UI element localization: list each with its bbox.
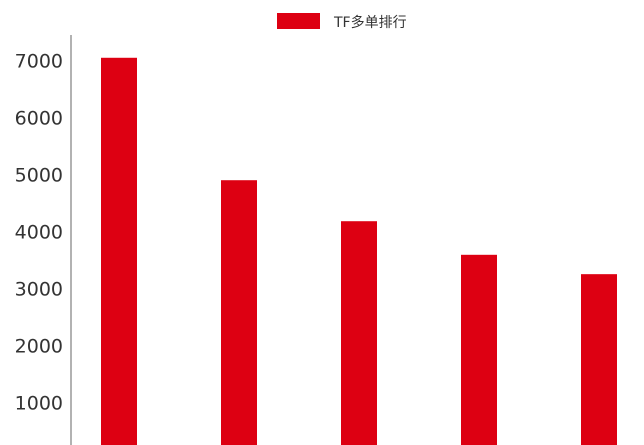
y-tick-label: 1000	[15, 392, 63, 414]
y-tick-label: 4000	[15, 221, 63, 243]
y-tick-label: 5000	[15, 165, 63, 187]
y-tick-label: 3000	[15, 278, 63, 300]
bar[interactable]	[221, 180, 257, 445]
bar[interactable]	[341, 221, 377, 445]
y-tick-label: 6000	[15, 108, 63, 130]
legend[interactable]: TF多单排行	[277, 13, 407, 31]
bar[interactable]	[581, 274, 617, 445]
bar[interactable]	[101, 57, 137, 445]
legend-label[interactable]: TF多单排行	[333, 14, 407, 31]
bar-series	[101, 57, 617, 445]
y-axis: 1000 2000 3000 4000 5000 6000 7000	[15, 35, 72, 445]
y-tick-labels: 1000 2000 3000 4000 5000 6000 7000	[15, 51, 63, 415]
y-tick-label: 7000	[15, 51, 63, 73]
legend-swatch[interactable]	[277, 13, 320, 29]
y-tick-label: 2000	[15, 335, 63, 357]
bar[interactable]	[461, 254, 497, 445]
